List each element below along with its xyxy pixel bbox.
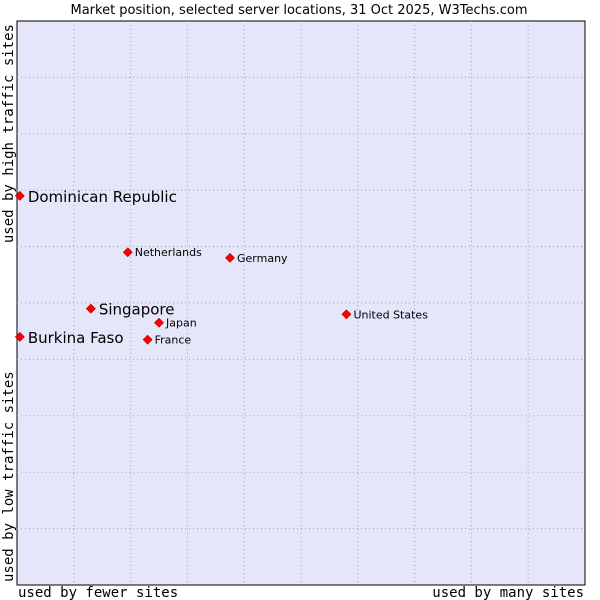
point-label-united-states: United States [353, 308, 428, 321]
point-label-dominican-republic: Dominican Republic [28, 188, 177, 206]
point-marker-dominican-republic [14, 190, 25, 201]
y-axis-label-bottom: used by low traffic sites [1, 371, 17, 582]
point-marker-france [142, 334, 153, 345]
x-axis-label-right: used by many sites [432, 585, 584, 600]
point-label-germany: Germany [237, 252, 288, 265]
point-label-singapore: Singapore [99, 301, 175, 319]
point-label-burkina-faso: Burkina Faso [28, 329, 124, 347]
point-label-france: France [155, 334, 192, 347]
x-axis-label-left: used by fewer sites [18, 585, 178, 600]
point-label-japan: Japan [165, 317, 197, 330]
point-marker-germany [225, 252, 235, 263]
point-marker-burkina-faso [14, 331, 25, 342]
point-marker-japan [154, 317, 164, 328]
y-axis-label-top: used by high traffic sites [1, 24, 17, 243]
data-points: Dominican Republic Netherlands Germany Sing… [14, 188, 428, 347]
point-marker-united-states [341, 309, 352, 320]
chart-title: Market position, selected server locatio… [70, 3, 527, 18]
point-label-netherlands: Netherlands [135, 246, 202, 259]
point-marker-netherlands [122, 247, 133, 258]
grid-lines [17, 21, 585, 585]
point-marker-singapore [85, 303, 96, 314]
